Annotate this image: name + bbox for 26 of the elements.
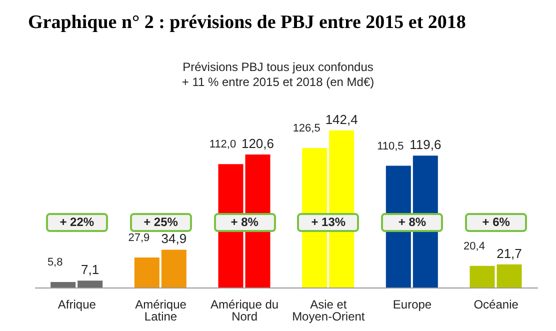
annotation: + 13% bbox=[297, 213, 360, 232]
data-label: 7,1 bbox=[81, 262, 100, 278]
x-tick-label: Amérique du Nord bbox=[210, 298, 279, 324]
data-label: 34,9 bbox=[161, 231, 187, 246]
x-tick-label: Amérique Latine bbox=[135, 298, 187, 324]
annotation: + 6% bbox=[465, 213, 528, 232]
chart-subtitle: Prévisions PBJ tous jeux confondus + 11 % entre 2015 et 2018 (en Md€) bbox=[180, 60, 376, 90]
data-label: 21,7 bbox=[496, 246, 522, 261]
data-label: 126,5 bbox=[292, 122, 320, 134]
data-label: 112,0 bbox=[209, 138, 236, 151]
data-label: 120,6 bbox=[241, 136, 274, 152]
data-label: 119,6 bbox=[410, 137, 442, 152]
annotation: + 25% bbox=[130, 213, 192, 232]
data-label: 110,5 bbox=[377, 140, 404, 152]
x-tick-label: Afrique bbox=[58, 298, 96, 312]
data-label: 142,4 bbox=[325, 112, 358, 127]
annotation: + 22% bbox=[46, 213, 108, 232]
x-tick-label: Europe bbox=[392, 298, 432, 312]
annotation: + 8% bbox=[214, 213, 276, 232]
x-tick-label: Asie et Moyen-Orient bbox=[292, 298, 366, 324]
annotation: + 8% bbox=[381, 213, 444, 232]
data-label: 27,9 bbox=[128, 232, 150, 244]
data-label: 5,8 bbox=[47, 256, 63, 269]
x-tick-label: Océanie bbox=[474, 298, 519, 312]
data-label: 20,4 bbox=[464, 240, 485, 252]
chart-title: Graphique n° 2 : prévisions de PBJ entre 2015 et 2018 bbox=[28, 12, 466, 34]
